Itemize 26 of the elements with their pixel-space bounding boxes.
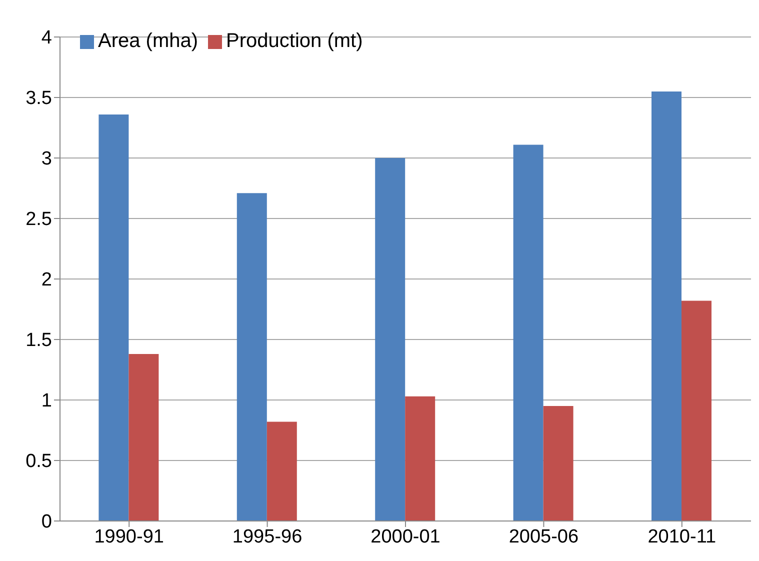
x-tick-label: 2005-06 — [508, 526, 579, 548]
bar — [236, 193, 267, 521]
y-tick-label: 4 — [41, 28, 52, 49]
y-tick-label: 0.5 — [26, 451, 52, 472]
x-tick-label: 1995-96 — [232, 526, 302, 548]
y-tick-label: 1.5 — [26, 330, 52, 352]
y-tick-label: 0 — [41, 512, 52, 533]
bar — [98, 114, 129, 521]
bar — [651, 91, 682, 521]
y-tick-label: 2.5 — [26, 209, 52, 230]
y-tick-label: 1 — [41, 390, 52, 412]
y-tick-label: 3.5 — [26, 88, 52, 110]
x-tick-label: 1990-91 — [94, 526, 164, 548]
y-tick-label: 2 — [41, 270, 52, 291]
bar — [375, 158, 406, 521]
bar — [128, 354, 159, 521]
bar — [405, 396, 436, 521]
legend-label: Production (mt) — [226, 30, 363, 52]
bar — [266, 422, 297, 521]
y-tick-label: 3 — [41, 148, 52, 170]
bar — [681, 300, 712, 521]
x-tick-label: 2000-01 — [370, 526, 440, 548]
legend-label: Area (mha) — [98, 30, 198, 52]
bar — [543, 406, 574, 521]
bar — [513, 144, 544, 521]
x-tick-label: 2010-11 — [648, 526, 716, 548]
